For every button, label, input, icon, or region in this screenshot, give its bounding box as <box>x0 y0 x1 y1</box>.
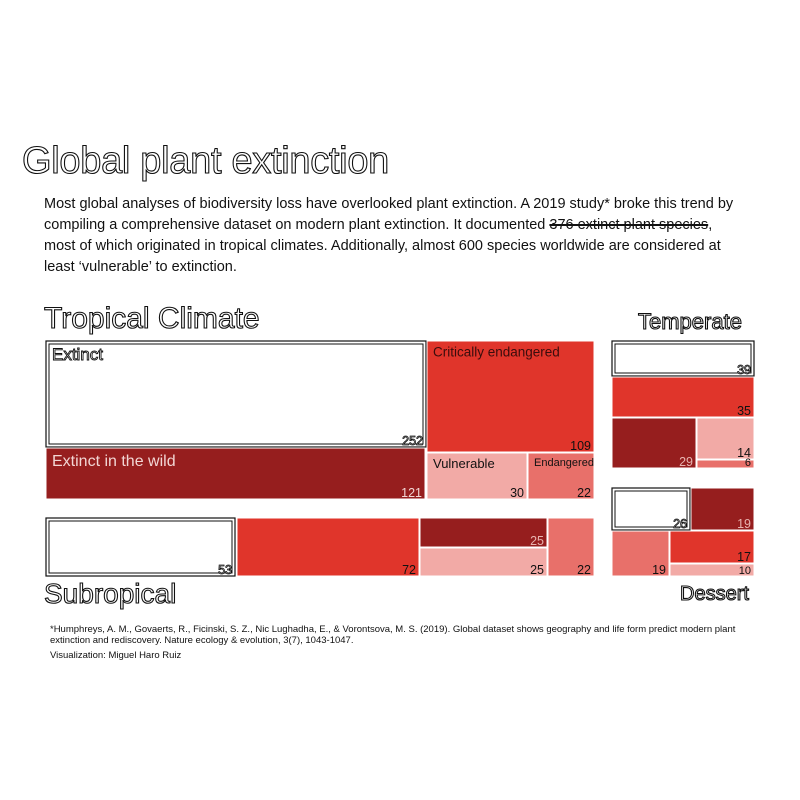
value-label-subtropical-extinct-in-the-wild: 25 <box>530 534 544 548</box>
cell-temperate-extinct <box>611 340 755 377</box>
chart-title: Global plant extinction <box>21 139 389 182</box>
cell-subtropical-vulnerable <box>419 547 548 577</box>
region-title-temperate: Temperate <box>637 308 742 334</box>
region-title-subtropical: Subropical <box>43 577 177 609</box>
value-label-desert-extinct: 26 <box>673 517 687 531</box>
region-title-tropical: Tropical Climate <box>43 301 260 335</box>
intro-text-1: Most global analyses of biodiversity los… <box>44 196 734 233</box>
citation: *Humphreys, A. M., Govaerts, R., Ficinsk… <box>50 624 736 646</box>
cell-desert-critically-endangered <box>669 530 755 564</box>
value-label-temperate-extinct: 39 <box>737 363 751 377</box>
region-title-desert: Dessert <box>679 582 749 605</box>
cell-desert-endangered <box>611 530 670 577</box>
value-label-temperate-vulnerable: 14 <box>737 446 751 460</box>
cell-temperate-endangered <box>696 459 755 469</box>
cell-tropical-extinct-in-the-wild <box>45 447 426 500</box>
value-label-temperate-extinct-in-the-wild: 29 <box>679 455 693 469</box>
cell-tropical-extinct <box>45 340 427 448</box>
cell-inner-border-tropical-extinct <box>48 343 424 445</box>
cell-subtropical-critically-endangered <box>236 517 420 577</box>
cell-subtropical-endangered <box>547 517 595 577</box>
cell-subtropical-extinct <box>45 517 236 577</box>
cell-temperate-critically-endangered <box>611 376 755 418</box>
cell-temperate-vulnerable <box>696 417 755 460</box>
value-label-temperate-critically-endangered: 35 <box>737 404 751 418</box>
cell-label-tropical-critically-endangered: Critically endangered <box>433 345 560 360</box>
cell-label-tropical-extinct-in-the-wild: Extinct in the wild <box>52 453 176 470</box>
value-label-temperate-endangered: 6 <box>745 457 751 469</box>
value-label-subtropical-vulnerable: 25 <box>530 563 544 577</box>
value-label-desert-critically-endangered: 17 <box>737 550 751 564</box>
credit: Visualization: Miguel Haro Ruiz <box>50 650 182 661</box>
cell-inner-border-desert-extinct <box>614 490 688 528</box>
value-label-tropical-vulnerable: 30 <box>510 486 524 500</box>
cell-inner-border-subtropical-extinct <box>48 520 233 574</box>
value-label-tropical-endangered: 22 <box>577 486 591 500</box>
intro-text-2: , most of which originated in tropical c… <box>44 217 721 275</box>
value-label-tropical-extinct-in-the-wild: 121 <box>401 486 422 500</box>
cell-subtropical-extinct-in-the-wild <box>419 517 548 548</box>
value-label-subtropical-extinct: 53 <box>218 563 232 577</box>
cell-inner-border-temperate-extinct <box>614 343 752 374</box>
cell-tropical-vulnerable <box>426 452 528 500</box>
value-label-tropical-extinct: 252 <box>402 434 423 448</box>
value-label-desert-endangered: 19 <box>652 563 666 577</box>
cell-desert-vulnerable <box>669 563 755 577</box>
cell-label-tropical-vulnerable: Vulnerable <box>433 456 495 471</box>
value-label-desert-extinct-in-the-wild: 19 <box>737 517 751 531</box>
value-label-subtropical-endangered: 22 <box>577 563 591 577</box>
intro-highlight: 376 extinct plant species <box>549 217 709 233</box>
value-label-subtropical-critically-endangered: 72 <box>402 563 416 577</box>
cell-tropical-critically-endangered <box>426 340 595 453</box>
cell-desert-extinct <box>611 487 691 531</box>
cell-label-tropical-endangered: Endangered <box>534 457 594 469</box>
cell-desert-extinct-in-the-wild <box>690 487 755 531</box>
cell-label-tropical-extinct: Extinct <box>52 345 103 364</box>
cell-temperate-extinct-in-the-wild <box>611 417 697 469</box>
cell-tropical-endangered <box>527 452 595 500</box>
intro-paragraph: Most global analyses of biodiversity los… <box>44 194 744 278</box>
value-label-desert-vulnerable: 10 <box>739 565 751 577</box>
value-label-tropical-critically-endangered: 109 <box>570 439 591 453</box>
